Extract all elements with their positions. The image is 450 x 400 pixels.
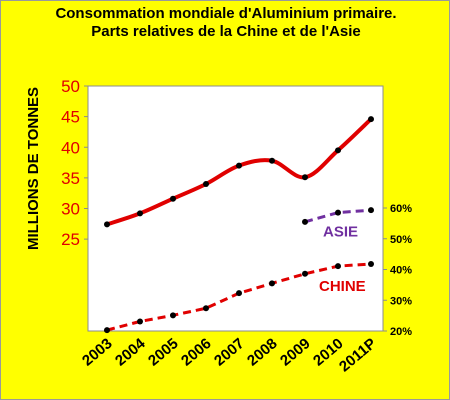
x-tick-label: 2009: [277, 335, 313, 369]
data-point: [335, 209, 341, 216]
x-tick-label: 2006: [178, 335, 214, 369]
data-point: [368, 116, 374, 123]
data-point: [368, 207, 374, 214]
x-tick-label: 2011P: [336, 335, 380, 375]
x-tick-label: 2008: [244, 335, 280, 369]
plot-area: [87, 85, 384, 332]
x-tick-label: 2007: [211, 335, 247, 369]
y-right-tick-label: 40%: [390, 265, 412, 277]
data-point: [269, 157, 275, 164]
y-right-tick-label: 20%: [390, 326, 412, 338]
y-left-tick-label: 25: [61, 230, 80, 249]
data-point: [236, 290, 242, 297]
data-point: [104, 327, 110, 334]
data-point: [170, 312, 176, 319]
series-line-asie: [304, 208, 372, 224]
data-point: [302, 270, 308, 277]
data-point: [302, 218, 308, 225]
data-point: [335, 147, 341, 154]
y-right-tick-label: 50%: [390, 234, 412, 246]
chart-subtitle: Parts relatives de la Chine et de l'Asie: [91, 23, 361, 40]
y-axis-title: MILLIONS DE TONNES: [25, 87, 42, 250]
y-left-tick-label: 30: [61, 200, 80, 219]
y-left-tick-label: 40: [61, 138, 80, 157]
x-tick-label: 2004: [112, 335, 149, 370]
data-point: [137, 210, 143, 217]
data-point: [104, 221, 110, 228]
data-point: [236, 162, 242, 169]
data-point: [137, 318, 143, 325]
data-point: [302, 174, 308, 181]
x-tick-label: 2003: [79, 335, 115, 369]
series-label-asie: ASIE: [323, 224, 358, 241]
data-point: [368, 260, 374, 267]
y-right-tick-label: 30%: [390, 295, 412, 307]
x-tick-label: 2005: [145, 335, 181, 369]
data-point: [170, 195, 176, 202]
series-label-chine: CHINE: [319, 278, 366, 295]
y-left-tick-label: 45: [61, 108, 80, 127]
data-point: [203, 181, 209, 187]
data-point: [335, 263, 341, 270]
y-left-tick-label: 35: [61, 169, 80, 188]
data-point: [269, 280, 275, 287]
chart-title: Consommation mondiale d'Aluminium primai…: [55, 5, 397, 22]
y-right-tick-label: 60%: [390, 203, 412, 215]
data-point: [203, 305, 209, 312]
y-left-tick-label: 50: [61, 77, 80, 96]
